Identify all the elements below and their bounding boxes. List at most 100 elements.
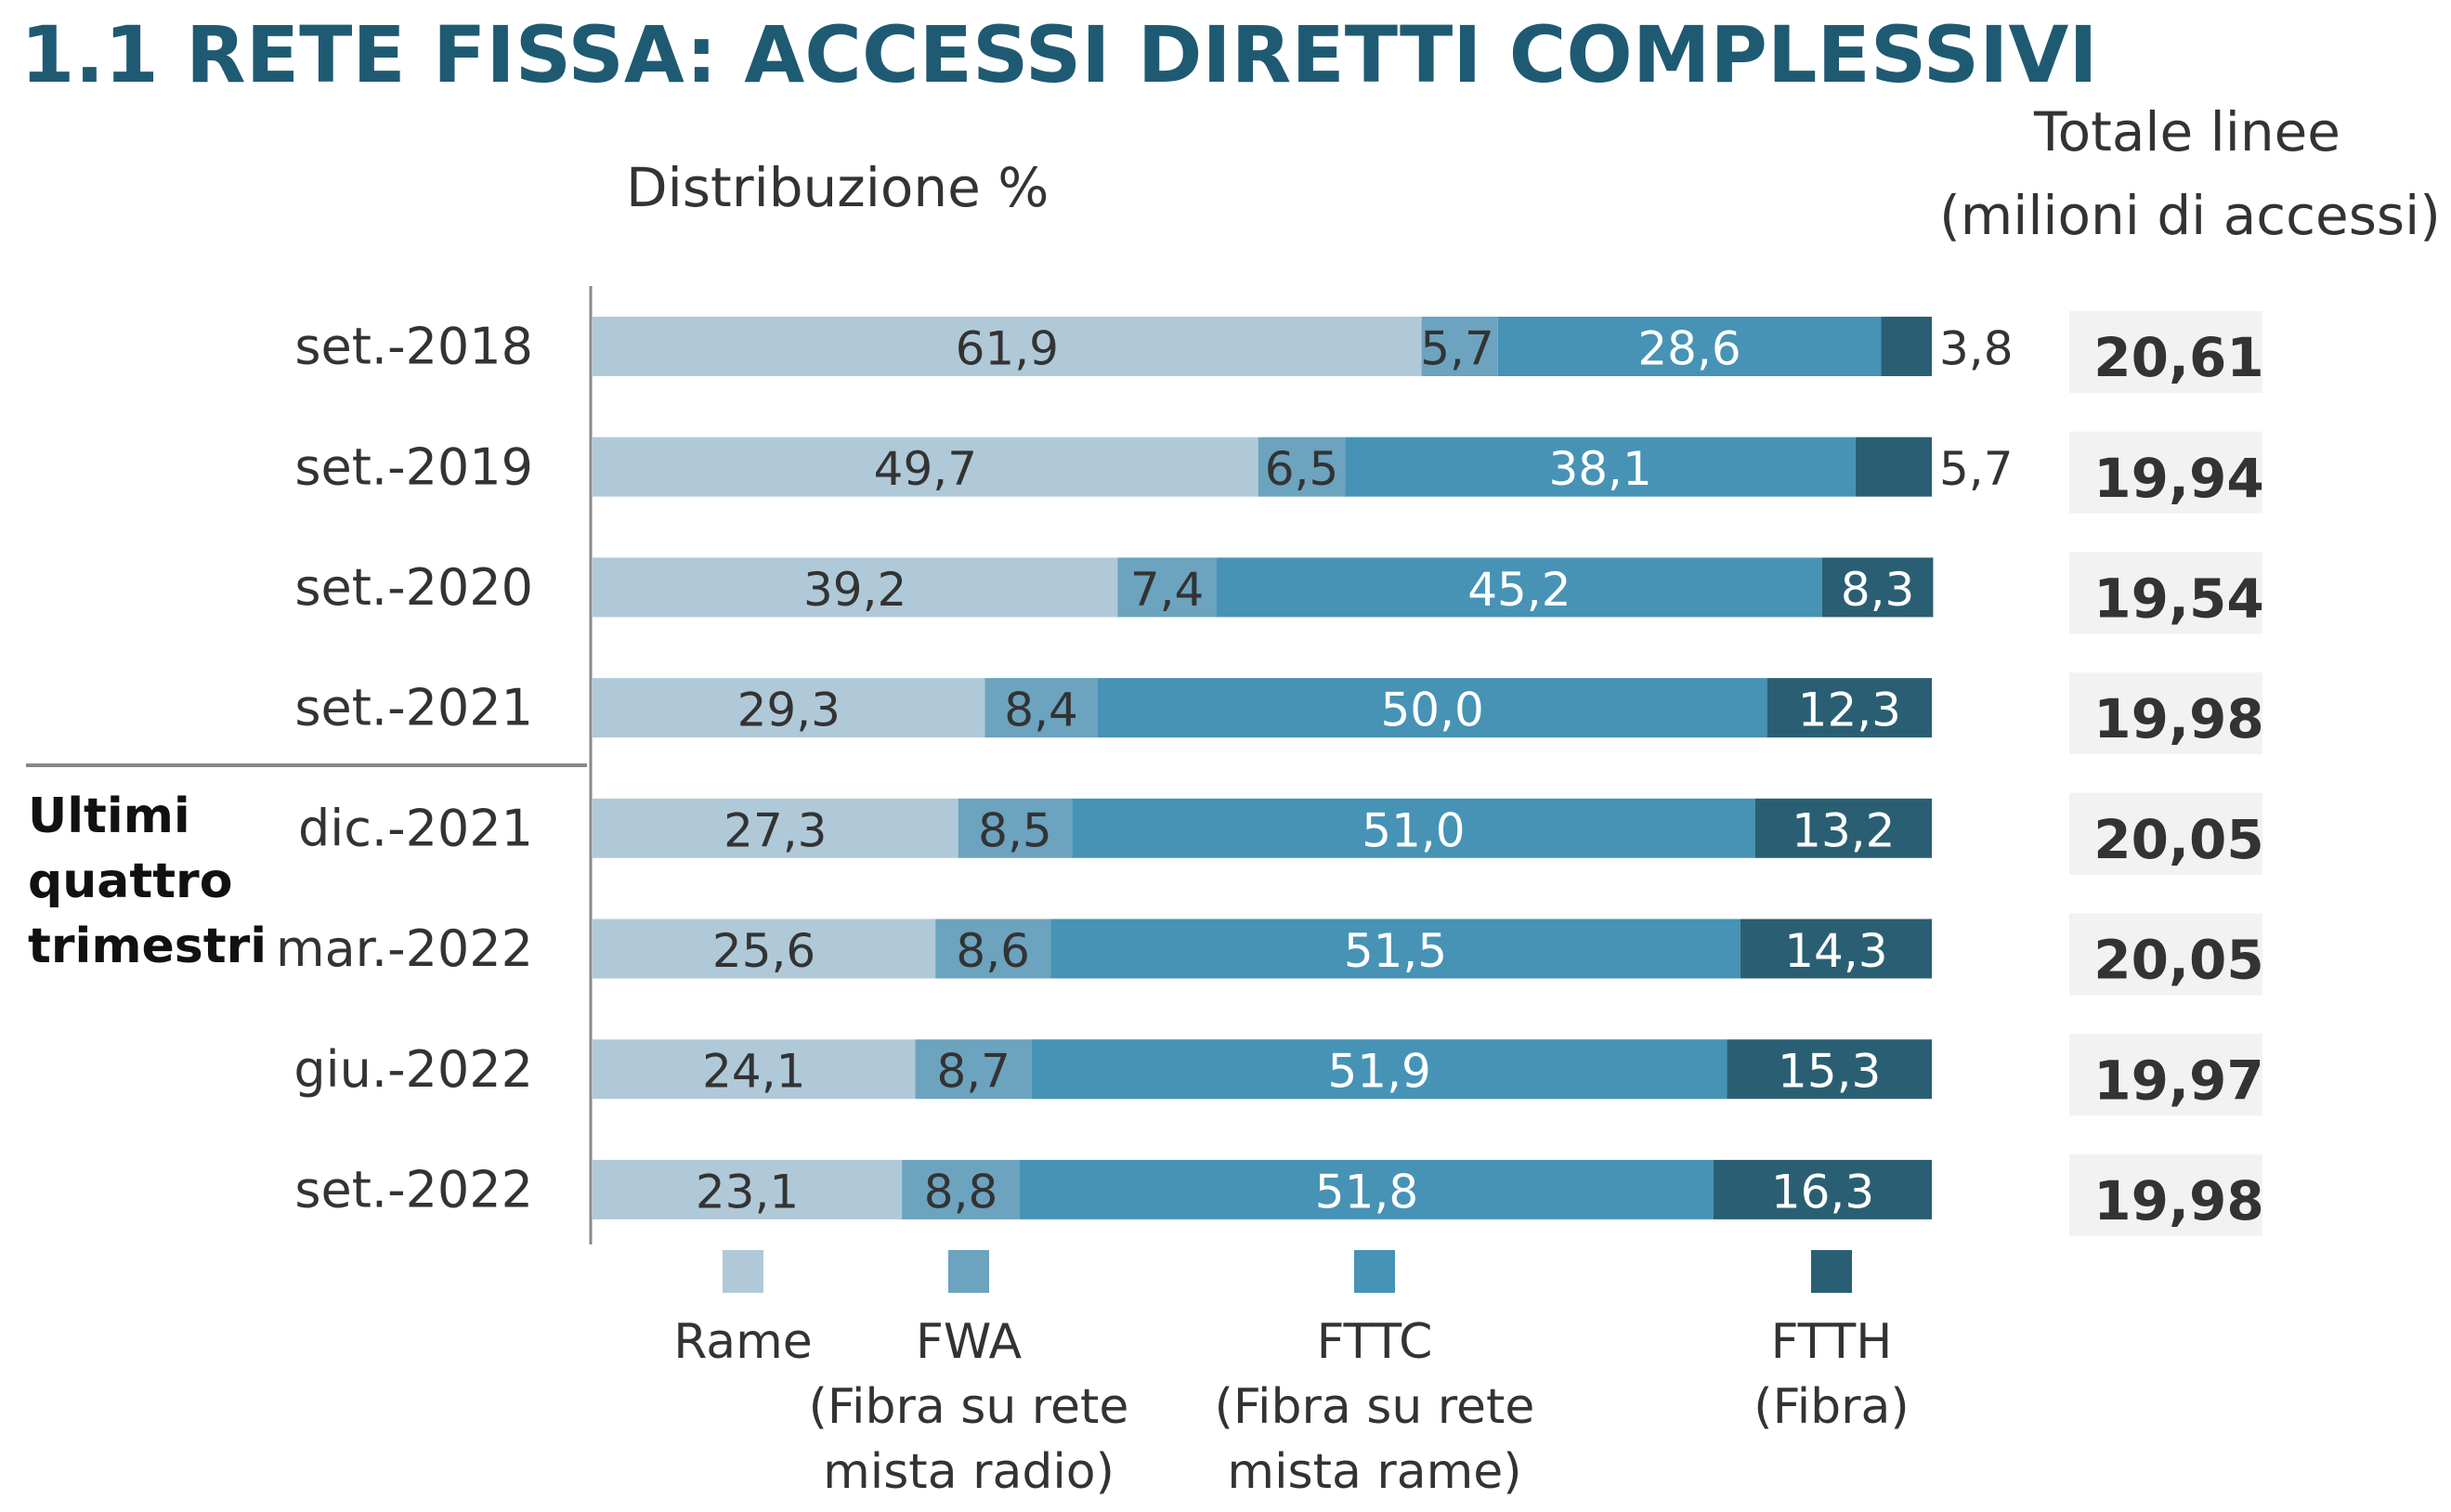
value-label-fwa-set-2020: 7,4 <box>1130 563 1205 617</box>
bar-ftth-set-2022 <box>1713 1159 1932 1219</box>
total-value-mar-2022: 20,05 <box>2093 929 2263 992</box>
value-label-rame-set-2021: 29,3 <box>737 684 841 737</box>
legend-swatch-ftth <box>1811 1250 1852 1293</box>
value-label-fttc-set-2022: 51,8 <box>1315 1165 1418 1219</box>
value-label-rame-set-2019: 49,7 <box>874 442 977 496</box>
value-label-fttc-dic-2021: 51,0 <box>1362 803 1465 857</box>
category-label-dic-2021: dic.-2021 <box>298 799 533 857</box>
bar-fttc-set-2020 <box>1216 557 1822 618</box>
bar-ftth-set-2020 <box>1821 557 1934 618</box>
value-label-rame-giu-2022: 24,1 <box>702 1045 805 1099</box>
legend-swatch-fwa <box>948 1250 989 1293</box>
totals-label-line1: Totale linee <box>2033 100 2340 163</box>
bar-rame-set-2018 <box>593 317 1422 376</box>
bar-ftth-set-2021 <box>1767 678 1932 738</box>
totals-column: 20,61 19,94 19,54 19,98 20,05 20,05 19,97 19,98 <box>2069 311 2264 1236</box>
value-label-fttc-set-2020: 45,2 <box>1467 563 1571 617</box>
category-label-set-2021: set.-2021 <box>294 679 533 737</box>
bar-fttc-set-2022 <box>1019 1159 1714 1219</box>
category-label-set-2019: set.-2019 <box>294 437 533 496</box>
bar-fttc-dic-2021 <box>1072 798 1755 858</box>
value-label-ftth-set-2020: 8,3 <box>1841 563 1915 617</box>
bar-ftth-set-2019 <box>1855 437 1932 497</box>
value-label-fttc-giu-2022: 51,9 <box>1328 1045 1431 1099</box>
bar-fttc-set-2021 <box>1097 678 1767 738</box>
legend-text-fttc-2: (Fibra su rete <box>1215 1379 1535 1435</box>
legend-text-rame-1: Rame <box>673 1314 813 1370</box>
value-label-ftth-set-2018: 3,8 <box>1939 322 2014 376</box>
bar-ftth-giu-2022 <box>1727 1039 1932 1100</box>
value-label-fttc-set-2021: 50,0 <box>1380 684 1483 737</box>
bar-fttc-set-2018 <box>1497 317 1882 376</box>
value-label-rame-set-2022: 23,1 <box>696 1165 799 1219</box>
bar-rame-mar-2022 <box>593 919 936 979</box>
bar-rame-set-2021 <box>593 678 985 738</box>
value-label-ftth-set-2019: 5,7 <box>1939 442 2014 496</box>
bar-fwa-set-2018 <box>1421 317 1498 376</box>
bar-rame-giu-2022 <box>593 1039 916 1100</box>
bar-rame-set-2022 <box>593 1159 903 1219</box>
total-box-set-2022 <box>2069 1154 2262 1236</box>
bar-fttc-mar-2022 <box>1050 919 1740 979</box>
category-label-giu-2022: giu.-2022 <box>293 1040 533 1099</box>
distribution-label: Distribuzione % <box>626 156 1049 219</box>
bar-ftth-dic-2021 <box>1754 798 1932 858</box>
bar-fwa-set-2020 <box>1117 557 1217 618</box>
bar-rame-set-2019 <box>593 437 1258 497</box>
legend-swatch-fttc <box>1354 1250 1395 1293</box>
value-label-rame-set-2018: 61,9 <box>956 322 1059 376</box>
value-label-fwa-set-2022: 8,8 <box>924 1165 998 1219</box>
category-label-set-2020: set.-2020 <box>294 558 533 617</box>
value-label-fttc-mar-2022: 51,5 <box>1344 924 1447 978</box>
value-label-fwa-set-2019: 6,5 <box>1265 442 1339 496</box>
legend-text-fttc-3: mista rame) <box>1227 1444 1521 1500</box>
total-value-set-2018: 20,61 <box>2093 326 2263 389</box>
bar-fttc-giu-2022 <box>1031 1039 1727 1100</box>
group-label-line-2: quattro <box>28 854 232 909</box>
chart-title: 1.1 RETE FISSA: ACCESSI DIRETTI COMPLESS… <box>20 9 2098 100</box>
legend-text-ftth-2: (Fibra) <box>1754 1379 1909 1435</box>
bar-ftth-mar-2022 <box>1740 919 1932 979</box>
total-box-dic-2021 <box>2069 792 2262 875</box>
category-label-set-2022: set.-2022 <box>294 1161 533 1219</box>
total-value-set-2019: 19,94 <box>2093 447 2263 510</box>
legend-text-fwa-1: FWA <box>916 1314 1022 1370</box>
bar-fwa-set-2022 <box>902 1159 1020 1219</box>
value-label-fwa-giu-2022: 8,7 <box>936 1045 1010 1099</box>
legend-text-fttc-1: FTTC <box>1317 1314 1433 1370</box>
category-label-set-2018: set.-2018 <box>294 318 533 376</box>
value-label-fwa-dic-2021: 8,5 <box>978 803 1052 857</box>
bars: set.-2018 61,9 5,7 28,6 3,8 set.-2019 49,7 6,5 3… <box>276 317 2014 1219</box>
value-label-fttc-set-2019: 38,1 <box>1548 442 1651 496</box>
total-value-set-2020: 19,54 <box>2093 567 2263 631</box>
total-box-set-2019 <box>2069 431 2262 514</box>
total-value-set-2021: 19,98 <box>2093 687 2263 750</box>
category-label-mar-2022: mar.-2022 <box>276 919 533 978</box>
total-box-set-2018 <box>2069 311 2262 393</box>
value-label-rame-mar-2022: 25,6 <box>712 924 815 978</box>
total-box-giu-2022 <box>2069 1034 2262 1116</box>
bar-fttc-set-2019 <box>1345 437 1856 497</box>
group-label: Ultimi quattro trimestri <box>28 789 267 974</box>
legend-swatch-rame <box>723 1250 763 1293</box>
total-value-set-2022: 19,98 <box>2093 1169 2263 1232</box>
value-label-ftth-dic-2021: 13,2 <box>1792 803 1895 857</box>
total-value-dic-2021: 20,05 <box>2093 808 2263 871</box>
group-label-line-3: trimestri <box>28 919 267 974</box>
bar-fwa-giu-2022 <box>915 1039 1032 1100</box>
bar-fwa-set-2021 <box>984 678 1098 738</box>
legend: Rame FWA (Fibra su rete mista radio) FTTC (Fi… <box>673 1250 1910 1500</box>
value-label-fttc-set-2018: 28,6 <box>1637 322 1740 376</box>
value-label-ftth-set-2022: 16,3 <box>1771 1165 1874 1219</box>
total-box-set-2021 <box>2069 672 2262 755</box>
bar-rame-set-2020 <box>593 557 1118 618</box>
value-label-rame-dic-2021: 27,3 <box>724 803 827 857</box>
value-label-fwa-set-2021: 8,4 <box>1004 684 1078 737</box>
total-box-set-2020 <box>2069 552 2262 634</box>
value-label-fwa-mar-2022: 8,6 <box>956 924 1030 978</box>
group-label-line-1: Ultimi <box>28 789 190 844</box>
totals-label-line2: (milioni di accessi) <box>1939 184 2441 247</box>
bar-rame-dic-2021 <box>593 798 958 858</box>
value-label-fwa-set-2018: 5,7 <box>1420 322 1494 376</box>
